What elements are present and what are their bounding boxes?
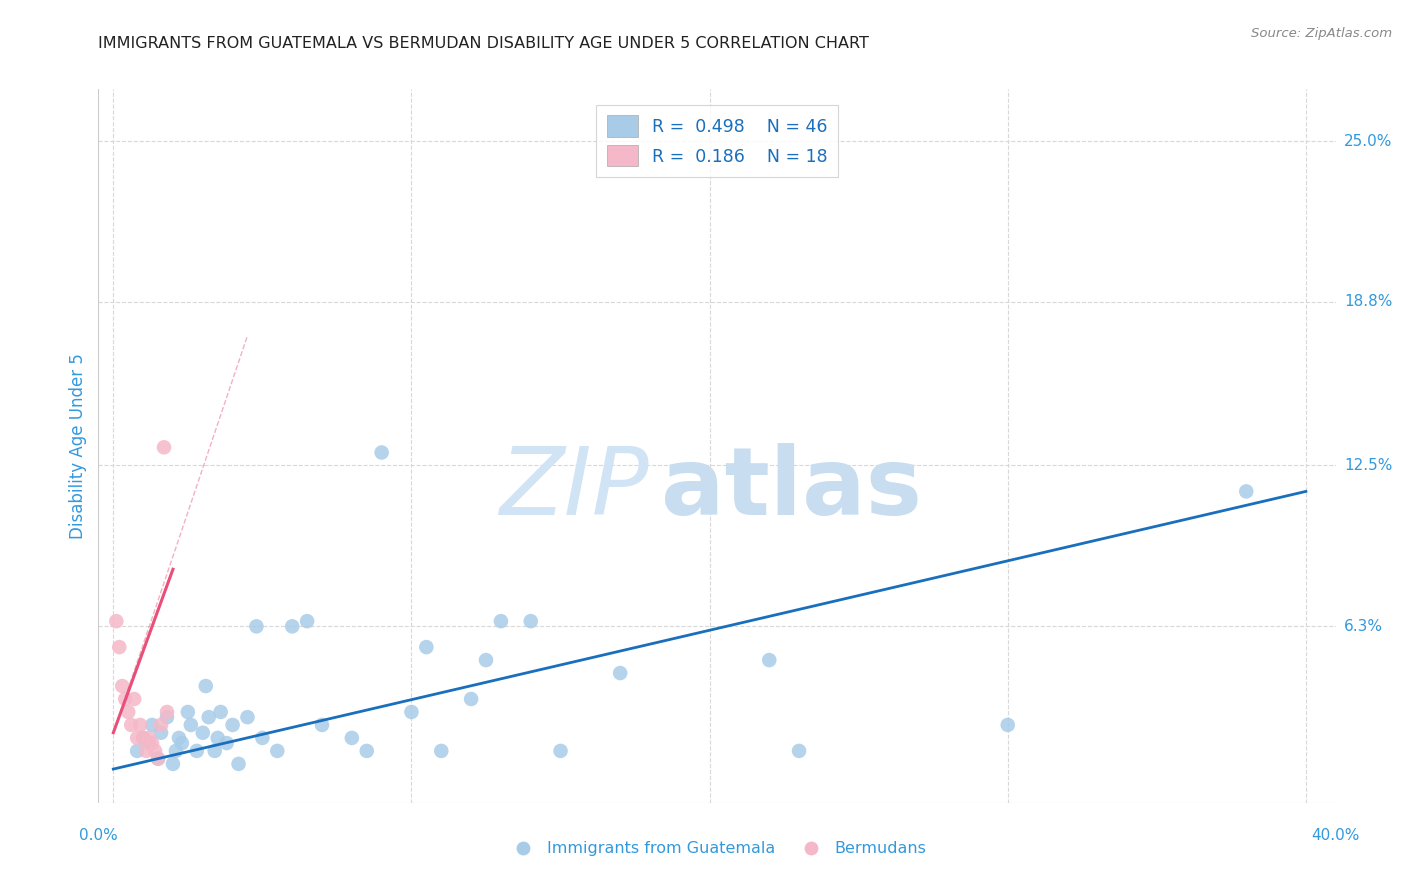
Point	[138, 736, 160, 750]
Text: 0.0%: 0.0%	[79, 828, 118, 843]
Point	[150, 718, 173, 732]
Point	[1234, 484, 1257, 499]
Point	[519, 614, 541, 628]
Point	[143, 744, 166, 758]
Point	[207, 731, 229, 745]
Point	[295, 614, 318, 628]
Point	[370, 445, 392, 459]
Point	[550, 744, 572, 758]
Point	[127, 744, 149, 758]
Point	[489, 614, 512, 628]
Point	[146, 752, 169, 766]
Text: ZIP: ZIP	[499, 443, 650, 534]
Text: 40.0%: 40.0%	[1312, 828, 1360, 843]
Text: 12.5%: 12.5%	[1344, 458, 1392, 473]
Point	[997, 718, 1019, 732]
Point	[340, 731, 363, 745]
Point	[787, 744, 810, 758]
Point	[221, 718, 243, 732]
Point	[132, 731, 155, 745]
Point	[609, 666, 631, 681]
Point	[156, 705, 179, 719]
Point	[135, 744, 157, 758]
Point	[186, 744, 208, 758]
Point	[430, 744, 453, 758]
Point	[153, 440, 176, 454]
Point	[141, 736, 163, 750]
Point	[105, 614, 128, 628]
Point	[236, 710, 259, 724]
Point	[122, 692, 145, 706]
Point	[197, 710, 219, 724]
Point	[460, 692, 482, 706]
Text: IMMIGRANTS FROM GUATEMALA VS BERMUDAN DISABILITY AGE UNDER 5 CORRELATION CHART: IMMIGRANTS FROM GUATEMALA VS BERMUDAN DI…	[98, 36, 869, 51]
Point	[266, 744, 288, 758]
Point	[129, 718, 152, 732]
Text: 25.0%: 25.0%	[1344, 134, 1392, 149]
Point	[111, 679, 134, 693]
Point	[475, 653, 498, 667]
Point	[194, 679, 217, 693]
Point	[146, 752, 169, 766]
Point	[150, 725, 173, 739]
Point	[132, 731, 155, 745]
Text: Source: ZipAtlas.com: Source: ZipAtlas.com	[1251, 27, 1392, 40]
Text: 18.8%: 18.8%	[1344, 294, 1392, 310]
Point	[311, 718, 333, 732]
Point	[141, 718, 163, 732]
Point	[108, 640, 131, 654]
Point	[156, 710, 179, 724]
Point	[281, 619, 304, 633]
Point	[209, 705, 232, 719]
Text: atlas: atlas	[661, 442, 922, 535]
Point	[114, 692, 136, 706]
Point	[356, 744, 378, 758]
Point	[127, 731, 149, 745]
Point	[170, 736, 193, 750]
Point	[162, 756, 184, 771]
Point	[180, 718, 202, 732]
Point	[415, 640, 437, 654]
Text: 6.3%: 6.3%	[1344, 619, 1384, 634]
Point	[758, 653, 780, 667]
Point	[138, 731, 160, 745]
Point	[228, 756, 250, 771]
Point	[252, 731, 274, 745]
Point	[165, 744, 187, 758]
Point	[215, 736, 238, 750]
Point	[167, 731, 190, 745]
Point	[191, 725, 214, 739]
Point	[177, 705, 200, 719]
Point	[117, 705, 139, 719]
Point	[120, 718, 142, 732]
Point	[204, 744, 226, 758]
Point	[245, 619, 267, 633]
Legend: Immigrants from Guatemala, Bermudans: Immigrants from Guatemala, Bermudans	[501, 835, 934, 863]
Point	[401, 705, 423, 719]
Y-axis label: Disability Age Under 5: Disability Age Under 5	[69, 353, 87, 539]
